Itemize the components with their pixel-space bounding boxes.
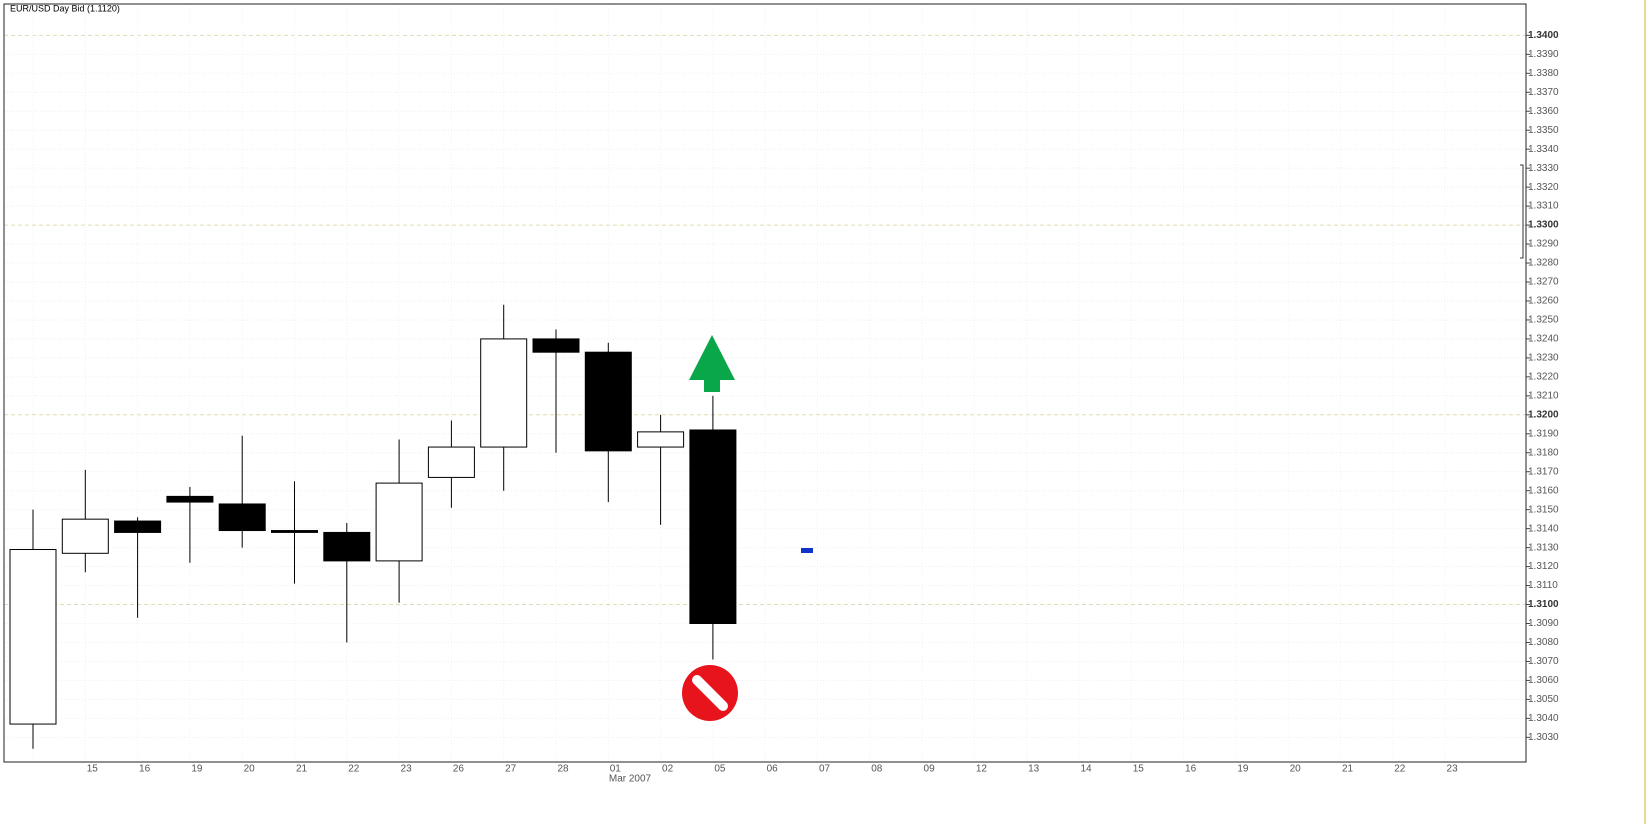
x-tick-label: 01 [610,764,622,775]
candle-body [532,338,580,353]
candle-body [271,530,318,533]
x-tick-label: 23 [1447,764,1459,775]
x-tick-label: 23 [401,764,413,775]
y-tick-label: 1.3140 [1528,523,1559,534]
x-tick-label: 16 [139,764,151,775]
y-tick-label: 1.3230 [1528,353,1559,364]
chart-title: EUR/USD Day Bid (1.1120) [10,3,120,13]
x-tick-label: 21 [1342,764,1354,775]
y-tick-label: 1.3320 [1528,182,1559,193]
x-tick-label: 15 [1133,764,1145,775]
y-tick-label: 1.3280 [1528,258,1559,269]
y-tick-label: 1.3060 [1528,675,1559,686]
candle-body [584,351,632,452]
y-tick-label: 1.3050 [1528,694,1559,705]
y-tick-label: 1.3170 [1528,466,1559,477]
x-tick-label: 21 [296,764,308,775]
y-tick-label: 1.3220 [1528,372,1559,383]
x-tick-label: 28 [557,764,569,775]
x-tick-label: 20 [244,764,256,775]
y-tick-label: 1.3390 [1528,49,1559,60]
candle-body [637,431,685,448]
candle-body [323,531,371,562]
x-tick-label: 16 [1185,764,1197,775]
y-tick-label: 1.3350 [1528,125,1559,136]
grid [4,5,1526,762]
x-tick-label: 02 [662,764,674,775]
y-tick-label: 1.3260 [1528,296,1559,307]
x-tick-label: 26 [453,764,465,775]
y-tick-label: 1.3210 [1528,390,1559,401]
candle-body [9,549,57,725]
x-tick-label: 15 [87,764,99,775]
x-tick-label: 07 [819,764,831,775]
y-tick-label: 1.3400 [1528,30,1559,41]
stop-icon [682,665,738,721]
x-tick-label: 08 [871,764,883,775]
plot-frame [3,3,1527,763]
y-tick-label: 1.3370 [1528,87,1559,98]
candle-body [114,520,162,533]
y-tick-label: 1.3180 [1528,447,1559,458]
y-tick-label: 1.3300 [1528,220,1559,231]
y-tick-label: 1.3250 [1528,315,1559,326]
x-tick-label: 13 [1028,764,1040,775]
candle-body [218,503,266,532]
x-tick-label: 20 [1290,764,1302,775]
y-tick-label: 1.3270 [1528,277,1559,288]
candles [9,304,737,749]
candle-body [427,446,475,478]
x-tick-label: 22 [348,764,360,775]
range-bracket [1520,164,1524,259]
y-tick-label: 1.3380 [1528,68,1559,79]
candle-body [375,482,423,562]
x-tick-label: 12 [976,764,988,775]
candle-body [61,518,109,554]
y-tick-label: 1.3310 [1528,201,1559,212]
y-tick-label: 1.3100 [1528,599,1559,610]
y-tick-label: 1.3080 [1528,637,1559,648]
y-tick-label: 1.3200 [1528,409,1559,420]
y-tick-label: 1.3290 [1528,239,1559,250]
y-tick-label: 1.3160 [1528,485,1559,496]
x-tick-label: 14 [1080,764,1092,775]
candle-body [166,495,214,503]
x-tick-label: 09 [924,764,936,775]
y-tick-label: 1.3090 [1528,618,1559,629]
x-tick-label: 27 [505,764,517,775]
y-tick-label: 1.3330 [1528,163,1559,174]
y-tick-label: 1.3240 [1528,334,1559,345]
x-group-label: Mar 2007 [609,774,652,785]
candle-body [480,338,528,448]
y-tick-label: 1.3030 [1528,732,1559,743]
x-tick-label: 22 [1394,764,1406,775]
y-tick-label: 1.3040 [1528,713,1559,724]
x-tick-label: 06 [767,764,779,775]
y-tick-label: 1.3130 [1528,542,1559,553]
y-tick-label: 1.3110 [1528,580,1558,591]
candle-body [689,429,737,625]
y-tick-label: 1.3120 [1528,561,1559,572]
x-tick-label: 05 [714,764,726,775]
x-tick-label: 19 [191,764,203,775]
price-marker [801,548,813,553]
x-tick-label: 19 [1237,764,1249,775]
buy-arrow [689,335,735,392]
y-tick-label: 1.3190 [1528,428,1559,439]
y-tick-label: 1.3150 [1528,504,1559,515]
y-tick-label: 1.3360 [1528,106,1559,117]
y-tick-label: 1.3070 [1528,656,1559,667]
y-tick-label: 1.3340 [1528,144,1559,155]
